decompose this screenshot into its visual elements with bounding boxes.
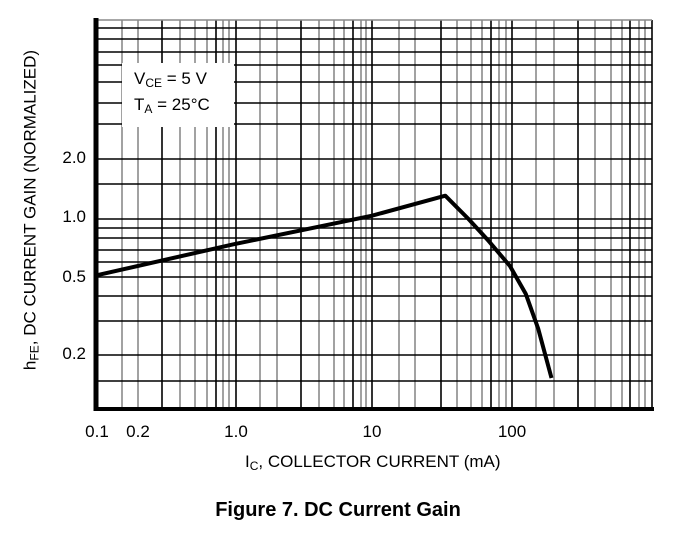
- conditions-box: VCE = 5 V TA = 25°C: [122, 63, 234, 127]
- x-tick-10: 10: [362, 422, 382, 441]
- x-tick-0-1: 0.1: [85, 422, 109, 441]
- hfe-curve: [95, 193, 554, 379]
- y-tick-1-0: 1.0: [62, 207, 86, 226]
- condition-vce: VCE = 5 V: [134, 69, 207, 90]
- figure-caption: Figure 7. DC Current Gain: [215, 499, 461, 521]
- x-tick-1-0: 1.0: [224, 422, 248, 441]
- x-tick-0-2: 0.2: [126, 422, 150, 441]
- x-axis-label: IC, COLLECTOR CURRENT (mA): [245, 452, 501, 473]
- x-tick-100: 100: [497, 422, 527, 441]
- y-axis-label-container: hFE, DC CURRENT GAIN (NORMALIZED): [16, 30, 46, 390]
- y-tick-0-5: 0.5: [62, 267, 86, 286]
- y-tick-2-0: 2.0: [62, 148, 86, 167]
- y-tick-0-2: 0.2: [62, 344, 86, 363]
- condition-ta: TA = 25°C: [134, 95, 210, 116]
- y-axis-label: hFE, DC CURRENT GAIN (NORMALIZED): [20, 49, 42, 371]
